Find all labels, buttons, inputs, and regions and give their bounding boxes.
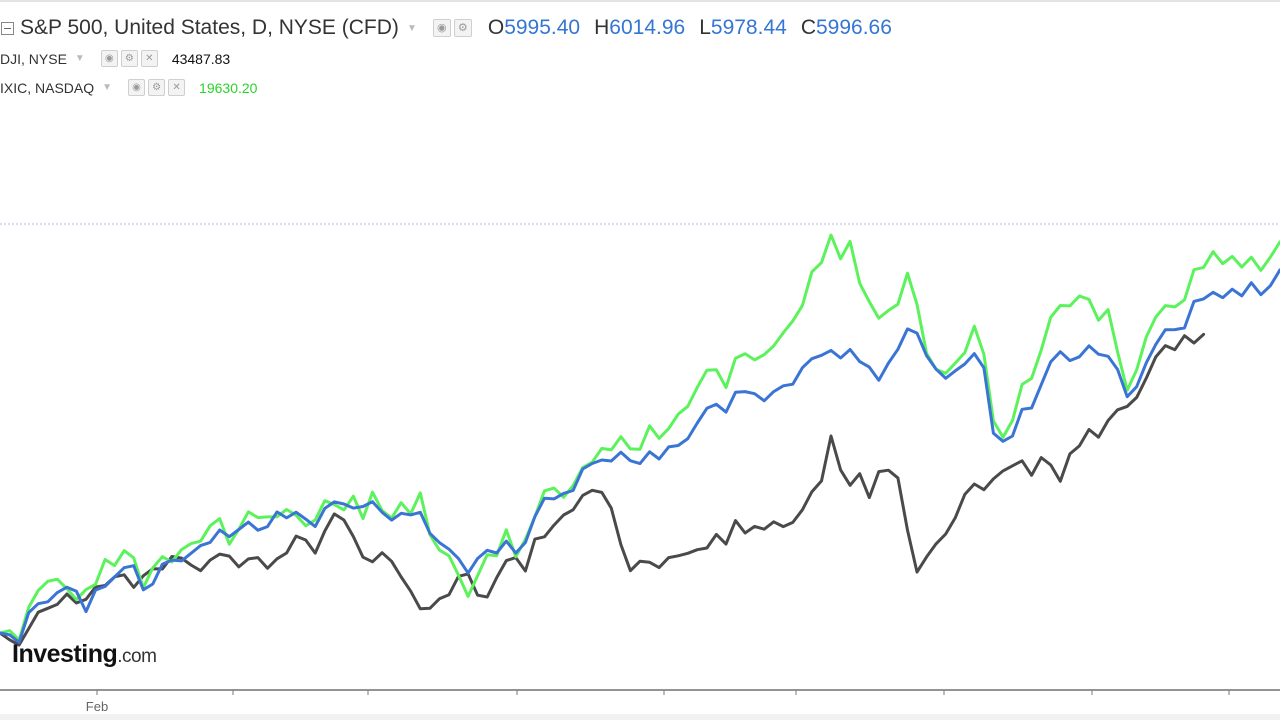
ohlc-values: O5995.40 H6014.96 L5978.44 C5996.66 bbox=[488, 16, 892, 40]
series-line-s-p-500 bbox=[0, 268, 1280, 644]
legend-buttons-ixic: ◉ ⚙ ✕ bbox=[128, 79, 186, 96]
legend-buttons-sp500: ◉ ⚙ bbox=[432, 19, 472, 37]
legend-dji: DJI, NYSE ▼ ◉ ⚙ ✕ 43487.83 bbox=[0, 50, 230, 67]
logo-brand: Investing bbox=[12, 640, 118, 668]
close-icon[interactable]: ✕ bbox=[140, 50, 158, 67]
gear-icon[interactable]: ⚙ bbox=[148, 79, 166, 96]
ohlc-low: L5978.44 bbox=[699, 16, 787, 39]
gear-icon[interactable]: ⚙ bbox=[120, 50, 138, 67]
top-divider bbox=[0, 0, 1280, 2]
ohlc-open: O5995.40 bbox=[487, 16, 581, 39]
legend-sp500: S&P 500, United States, D, NYSE (CFD) ▼ … bbox=[0, 16, 892, 40]
eye-icon[interactable]: ◉ bbox=[100, 50, 118, 67]
gear-icon[interactable]: ⚙ bbox=[453, 19, 472, 37]
ohlc-close: C5996.66 bbox=[800, 16, 892, 39]
eye-icon[interactable]: ◉ bbox=[432, 19, 451, 37]
investing-logo: Investing.com bbox=[12, 640, 157, 669]
legend-value-ixic: 19630.20 bbox=[199, 79, 258, 96]
legend-title-sp500: S&P 500, United States, D, NYSE (CFD) bbox=[20, 16, 399, 39]
series-line-dji bbox=[0, 332, 1206, 647]
legend-value-dji: 43487.83 bbox=[171, 50, 231, 67]
legend-title-ixic: IXIC, NASDAQ bbox=[0, 79, 95, 96]
legend-ixic: IXIC, NASDAQ ▼ ◉ ⚙ ✕ 19630.20 bbox=[0, 79, 257, 96]
close-icon[interactable]: ✕ bbox=[168, 79, 186, 96]
bottom-strip bbox=[0, 714, 1280, 720]
chevron-down-icon[interactable]: ▼ bbox=[102, 82, 113, 93]
series-line-ixic bbox=[0, 233, 1280, 642]
ohlc-high: H6014.96 bbox=[594, 16, 686, 39]
collapse-icon[interactable] bbox=[1, 21, 14, 35]
chevron-down-icon[interactable]: ▼ bbox=[406, 22, 417, 34]
x-tick-label-0: Feb bbox=[86, 699, 108, 714]
legend-title-dji: DJI, NYSE bbox=[0, 50, 67, 67]
chevron-down-icon[interactable]: ▼ bbox=[74, 53, 85, 64]
eye-icon[interactable]: ◉ bbox=[128, 79, 146, 96]
logo-suffix: .com bbox=[117, 646, 157, 667]
legend-buttons-dji: ◉ ⚙ ✕ bbox=[100, 50, 158, 67]
